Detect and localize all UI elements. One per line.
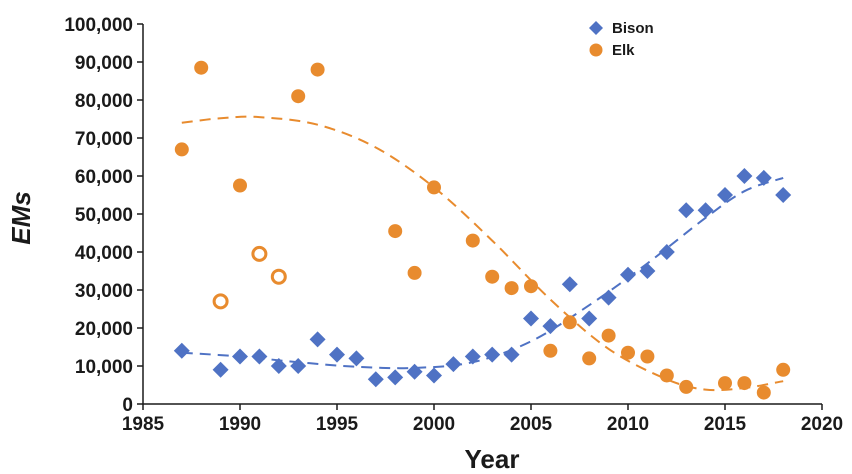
elk-open-point	[251, 245, 268, 262]
elk-point	[562, 315, 577, 330]
legend: Bison Elk	[589, 20, 654, 59]
elk-point	[194, 60, 209, 75]
y-tick-label: 90,000	[75, 53, 133, 74]
elk-point	[601, 328, 616, 343]
x-tick-label: 2005	[510, 414, 553, 435]
elk-point	[679, 379, 694, 394]
bison-point	[329, 346, 345, 363]
bison-point	[173, 342, 190, 359]
x-tick-label: 2020	[801, 414, 843, 435]
bison-point	[775, 187, 792, 203]
bison-point	[484, 346, 501, 363]
elk-point	[737, 376, 752, 391]
marker-group	[173, 60, 792, 400]
elk-trendline	[181, 115, 784, 392]
x-axis-label: Year	[465, 444, 520, 474]
bison-point	[464, 348, 481, 365]
elk-open-point	[212, 293, 229, 310]
bison-point	[561, 276, 578, 293]
y-tick-label: 60,000	[75, 167, 133, 188]
bison-point	[387, 369, 404, 386]
legend-item-bison: Bison	[589, 20, 654, 37]
bison-point	[503, 346, 520, 363]
elk-point	[640, 349, 655, 364]
legend-label-bison: Bison	[612, 20, 654, 37]
bison-point	[290, 358, 307, 374]
x-tick-label: 1985	[122, 414, 165, 435]
bison-point	[309, 331, 326, 348]
trendline-group	[181, 115, 784, 392]
elk-point	[504, 281, 519, 296]
y-tick-label: 40,000	[75, 243, 133, 264]
bison-point	[717, 187, 733, 203]
x-tick-label: 1990	[219, 414, 261, 435]
bison-point	[348, 350, 365, 367]
x-tick-label: 2015	[704, 414, 747, 435]
y-tick-label: 30,000	[75, 281, 133, 302]
axes	[142, 24, 822, 405]
y-tick-group: 0 10,000 20,000 30,000 40,000 50,000 60,000 70,…	[64, 15, 143, 416]
bison-point	[697, 202, 714, 219]
x-tick-label: 2000	[413, 414, 455, 435]
y-axis-label: EMs	[6, 191, 36, 244]
bison-point	[581, 310, 598, 327]
legend-diamond-marker	[589, 21, 603, 35]
y-tick-label: 70,000	[75, 129, 133, 150]
elk-point	[543, 343, 558, 358]
elk-point	[621, 345, 635, 360]
y-tick-label: 0	[122, 395, 133, 416]
elk-point	[776, 362, 791, 377]
y-tick-label: 100,000	[64, 15, 133, 36]
elk-open-point	[270, 268, 287, 285]
x-tick-label: 1995	[316, 414, 359, 435]
bison-point	[678, 202, 695, 219]
x-tick-label: 2010	[607, 414, 649, 435]
bison-point	[523, 310, 539, 327]
bison-point	[232, 348, 248, 365]
bison-point	[600, 289, 617, 306]
bison-point	[542, 318, 559, 335]
x-tick-group: 1985 1990 1995 2000 2005 2010 2015 2020	[122, 404, 843, 435]
bison-point	[445, 356, 462, 373]
bison-point	[406, 363, 423, 380]
legend-label-elk: Elk	[612, 42, 635, 59]
elk-point	[407, 265, 422, 280]
y-tick-label: 50,000	[75, 205, 133, 226]
elk-point	[756, 385, 771, 400]
bison-point	[620, 266, 636, 283]
elk-point	[582, 351, 597, 366]
elk-point	[659, 368, 674, 383]
bison-point	[736, 168, 753, 184]
bison-point	[212, 361, 229, 378]
bison-point	[639, 263, 656, 279]
elk-point	[524, 279, 538, 294]
elk-point	[388, 224, 403, 239]
elk-point	[465, 233, 480, 248]
bison-point	[367, 371, 384, 388]
bison-point	[658, 244, 675, 260]
elk-point	[310, 62, 325, 77]
bison-point	[270, 358, 287, 374]
bison-point	[251, 348, 268, 365]
elk-point	[718, 376, 732, 391]
y-tick-label: 10,000	[75, 357, 133, 378]
elk-point	[485, 269, 500, 284]
elk-point	[233, 178, 247, 193]
legend-item-elk: Elk	[589, 42, 635, 59]
legend-circle-marker	[589, 43, 603, 57]
bison-point	[426, 367, 442, 384]
y-tick-label: 20,000	[75, 319, 133, 340]
bison-point	[755, 169, 772, 186]
elk-point	[174, 142, 189, 157]
y-tick-label: 80,000	[75, 91, 133, 112]
elk-point	[291, 89, 306, 104]
elk-point	[427, 180, 441, 195]
